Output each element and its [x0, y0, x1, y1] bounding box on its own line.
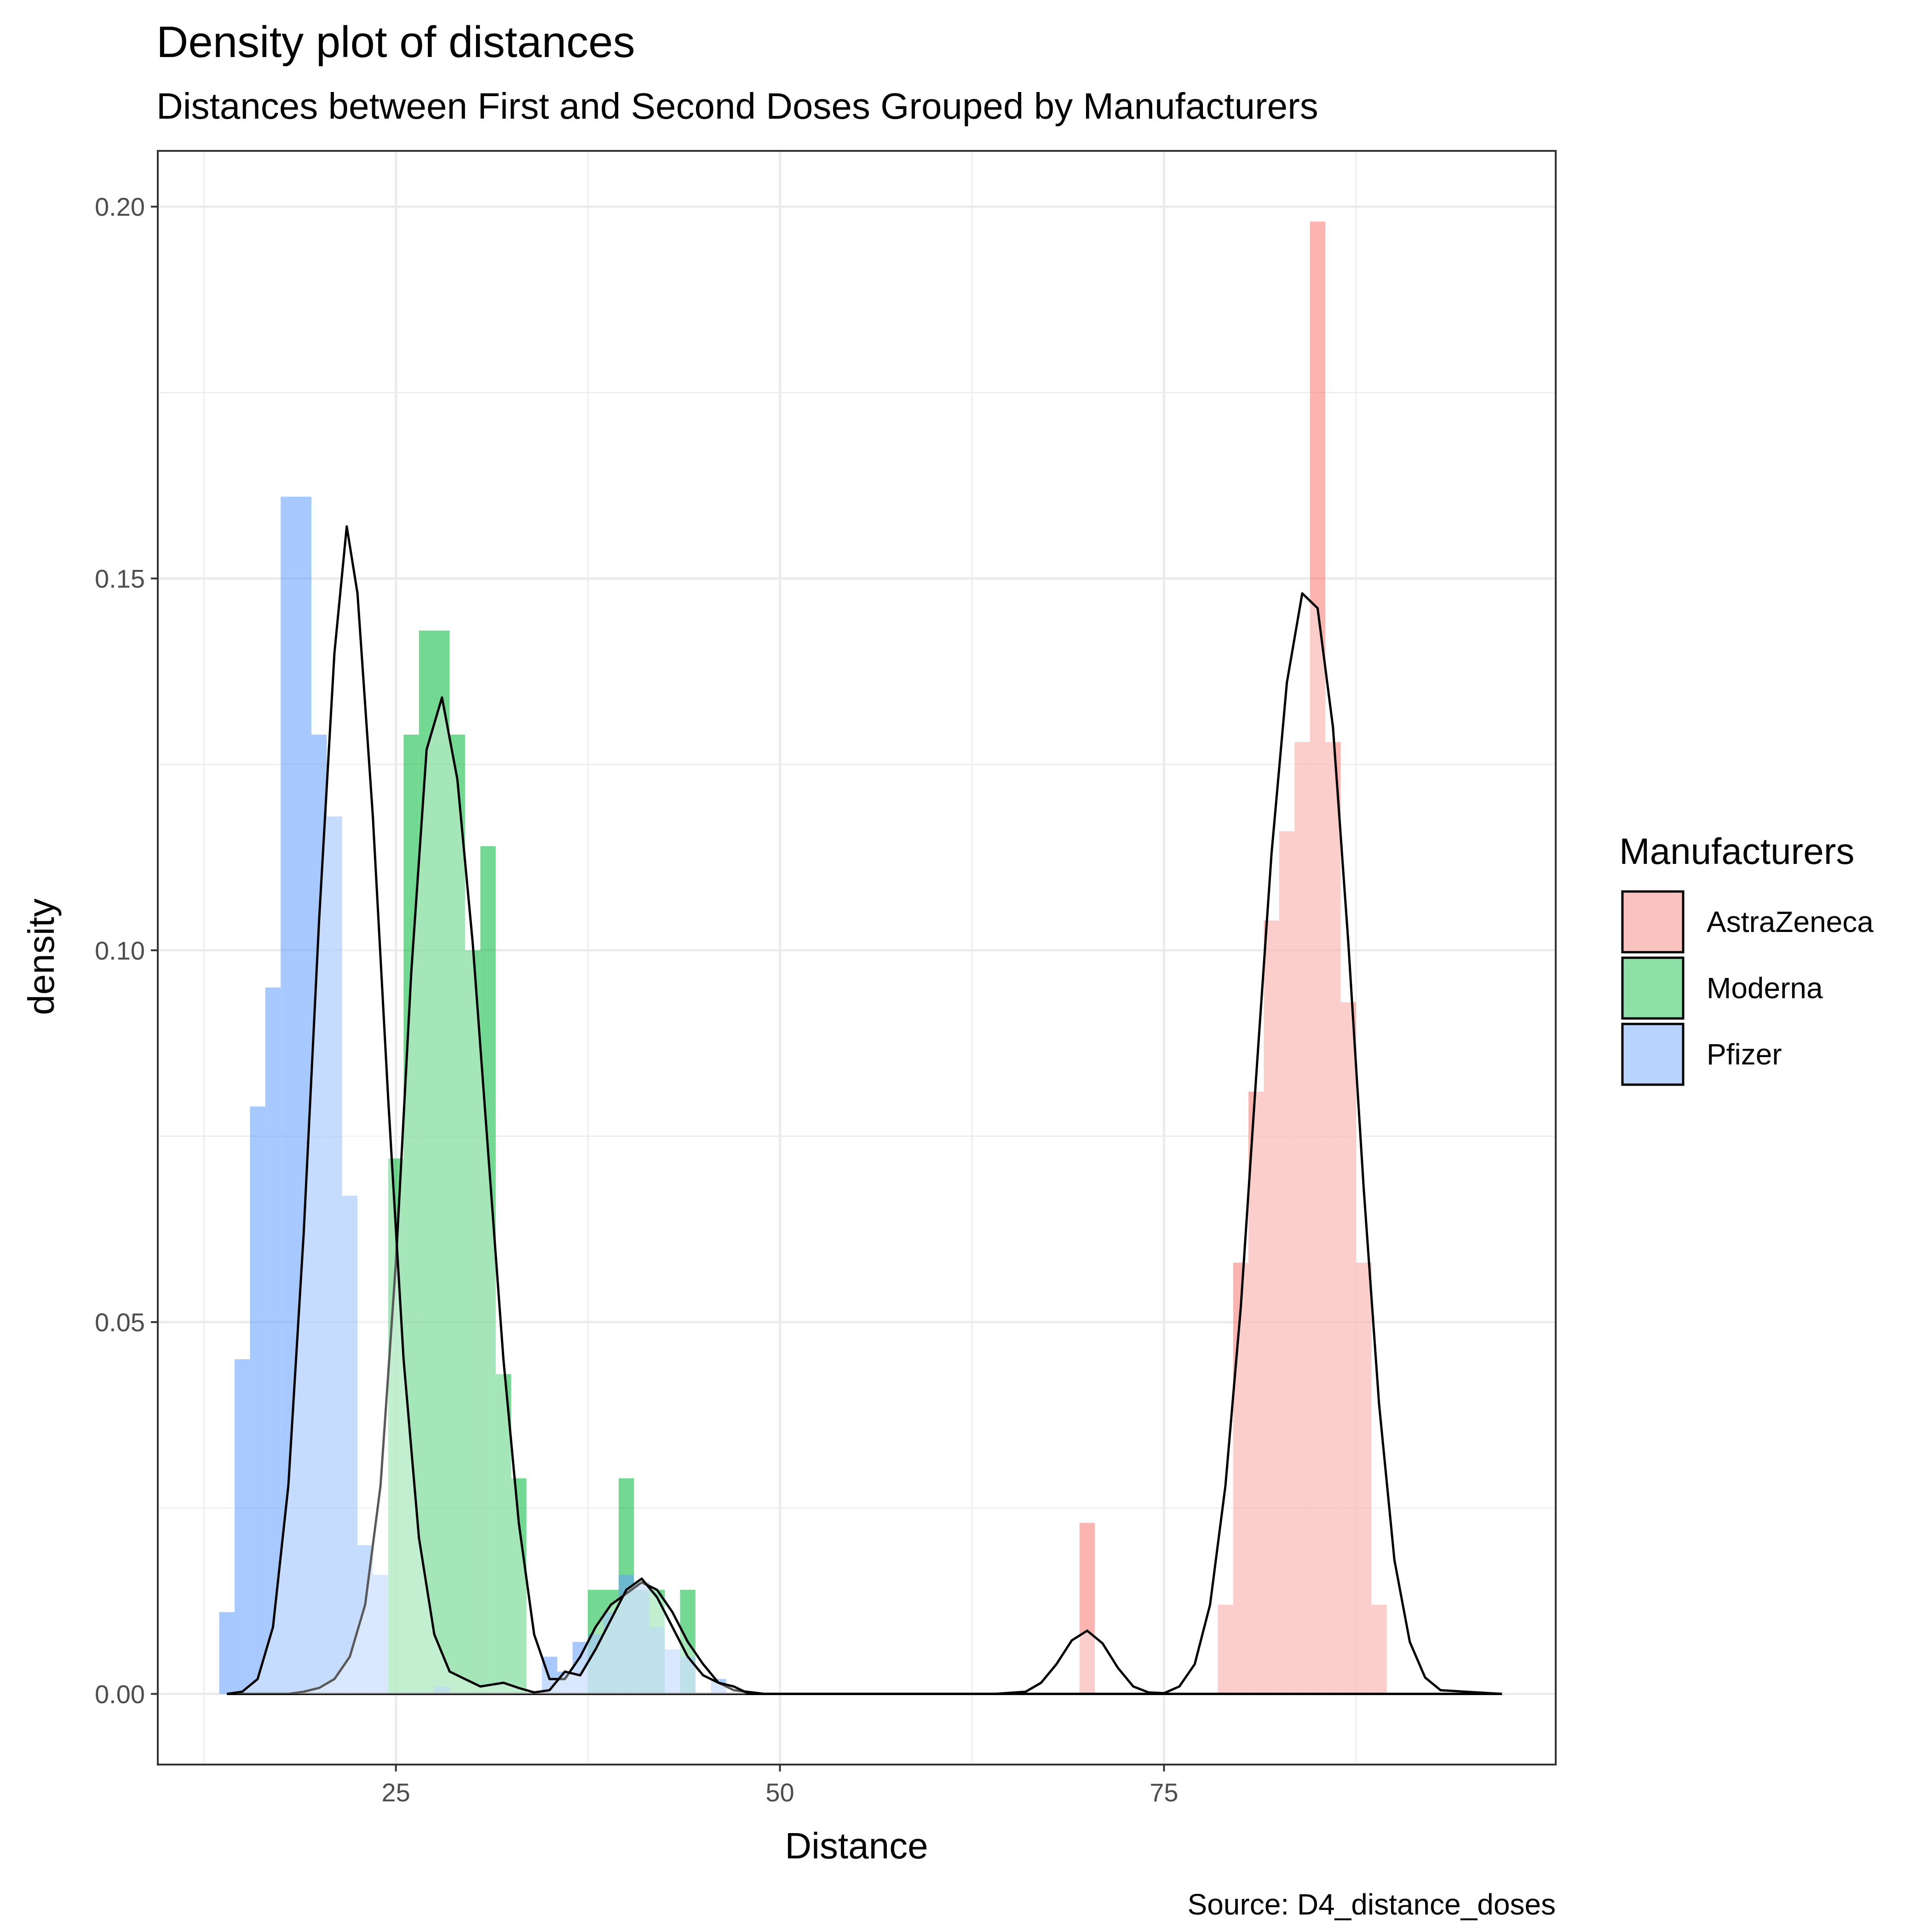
- histogram-bar-moderna: [434, 630, 450, 1694]
- histogram-bar-pfizer: [311, 735, 327, 1694]
- histogram-bar-astrazeneca: [1279, 831, 1295, 1694]
- histogram-bar-astrazeneca: [1079, 1523, 1095, 1694]
- histogram-bar-moderna: [449, 735, 465, 1694]
- x-tick-label: 50: [765, 1778, 794, 1807]
- histogram-bar-astrazeneca: [1248, 1091, 1264, 1694]
- density-area-moderna: [227, 697, 1502, 1694]
- density-line-pfizer: [226, 525, 1502, 1695]
- histogram-bar-astrazeneca: [1356, 1262, 1372, 1694]
- density-area-pfizer: [227, 526, 1502, 1694]
- histogram-bar-pfizer: [557, 1671, 573, 1694]
- legend-key-fill-pfizer: [1622, 1024, 1683, 1085]
- histogram-bar-astrazeneca: [1294, 742, 1310, 1694]
- density-layer: [226, 525, 1502, 1695]
- legend-key-pfizer: [1621, 1023, 1685, 1086]
- histogram-bar-pfizer: [665, 1649, 680, 1694]
- x-tick-label: 25: [381, 1778, 410, 1807]
- x-axis-title: Distance: [785, 1825, 928, 1866]
- x-tick-label: 75: [1150, 1778, 1178, 1807]
- legend-label-moderna: Moderna: [1707, 972, 1823, 1005]
- histogram-bar-pfizer: [603, 1612, 619, 1694]
- histogram-bar-pfizer: [327, 816, 342, 1694]
- histogram-bar-moderna: [465, 950, 481, 1694]
- y-tick-label: 0.05: [95, 1308, 145, 1337]
- density-line-astrazeneca: [227, 592, 1502, 1695]
- histogram-bar-astrazeneca: [1310, 221, 1326, 1694]
- histogram-bar-astrazeneca: [1325, 742, 1341, 1694]
- legend-label-pfizer: Pfizer: [1707, 1038, 1782, 1071]
- histogram-bar-pfizer: [434, 1686, 450, 1694]
- legend-title: Manufacturers: [1619, 831, 1854, 872]
- histogram-bar-astrazeneca: [1340, 1002, 1356, 1694]
- histogram-bar-pfizer: [588, 1634, 604, 1694]
- histogram-bar-pfizer: [296, 496, 311, 1694]
- legend-key-moderna: [1621, 956, 1685, 1020]
- chart-title: Density plot of distances: [156, 17, 635, 67]
- y-tick-label: 0.00: [95, 1679, 145, 1708]
- y-tick-label: 0.10: [95, 936, 145, 965]
- y-axis-title: density: [21, 898, 62, 1015]
- histogram-bar-moderna: [480, 846, 496, 1694]
- tick-layer: 25 50 75 0.00 0.05 0.10 0.15 0.20: [95, 192, 1179, 1807]
- histogram-bar-pfizer: [373, 1575, 388, 1694]
- histogram-bar-pfizer: [250, 1106, 265, 1694]
- density-area-astrazeneca: [227, 593, 1502, 1694]
- y-tick-label: 0.15: [95, 564, 145, 593]
- histogram-bar-astrazeneca: [1233, 1262, 1249, 1694]
- histogram-bar-astrazeneca: [1264, 920, 1279, 1694]
- histogram-bar-pfizer: [342, 1196, 358, 1694]
- plot-border: [157, 150, 1557, 1765]
- histogram-bar-moderna: [495, 1374, 512, 1694]
- histogram-bar-pfizer: [219, 1612, 235, 1694]
- histogram-bar-pfizer: [234, 1359, 250, 1694]
- legend-key-astrazeneca: [1621, 890, 1685, 954]
- legend: Manufacturers AstraZeneca Moderna Pfizer: [1619, 831, 1874, 1086]
- chart-subtitle: Distances between First and Second Doses…: [156, 86, 1318, 126]
- histogram-bar-astrazeneca: [1371, 1604, 1387, 1694]
- histogram-bar-astrazeneca: [1218, 1604, 1233, 1694]
- legend-key-fill-moderna: [1622, 958, 1683, 1018]
- grid-layer: [158, 151, 1556, 1765]
- chart-caption: Source: D4_distance_doses: [1188, 1888, 1556, 1921]
- legend-label-astrazeneca: AstraZeneca: [1707, 905, 1874, 938]
- histogram-bar-pfizer: [634, 1582, 650, 1694]
- histogram-bar-pfizer: [649, 1627, 665, 1694]
- density-line-moderna: [227, 696, 1502, 1695]
- legend-key-fill-astrazeneca: [1622, 891, 1683, 952]
- y-tick-label: 0.20: [95, 192, 145, 221]
